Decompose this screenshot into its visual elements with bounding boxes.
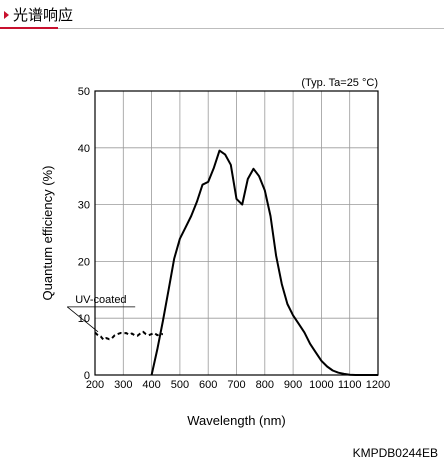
y-tick-label: 10 — [78, 313, 90, 325]
x-tick-label: 300 — [114, 379, 132, 391]
title-underline-accent — [0, 27, 58, 29]
annotation-leader-line — [66, 306, 99, 333]
condition-note: (Typ. Ta=25 °C) — [301, 77, 378, 89]
annotation-label: UV-coated — [75, 294, 126, 306]
series-line-uv-coated — [94, 330, 163, 341]
triangle-bullet-icon — [4, 11, 9, 19]
x-tick-label: 1200 — [366, 379, 390, 391]
plot-frame — [94, 90, 379, 376]
y-tick-label: 40 — [78, 143, 90, 155]
x-tick-label: 400 — [142, 379, 160, 391]
y-tick-label: 20 — [78, 256, 90, 268]
x-axis-label: Wavelength (nm) — [187, 413, 286, 428]
y-tick-label: 50 — [78, 86, 90, 98]
x-tick-label: 200 — [86, 379, 104, 391]
x-tick-label: 700 — [227, 379, 245, 391]
section-title: 光谱响应 — [13, 6, 74, 24]
figure-code: KMPDB0244EB — [352, 446, 438, 460]
x-tick-label: 600 — [199, 379, 217, 391]
y-tick-label: 30 — [78, 200, 90, 212]
x-tick-label: 500 — [171, 379, 189, 391]
title-underline-rule — [58, 28, 444, 29]
x-tick-label: 1000 — [309, 379, 333, 391]
section-header: 光谱响应 — [0, 0, 444, 32]
x-tick-label: 1100 — [338, 379, 362, 391]
x-tick-label: 800 — [256, 379, 274, 391]
series-line-standard — [150, 149, 378, 376]
y-tick-label: 0 — [84, 370, 90, 382]
y-axis-label: Quantum efficiency (%) — [40, 166, 55, 301]
x-tick-label: 900 — [284, 379, 302, 391]
